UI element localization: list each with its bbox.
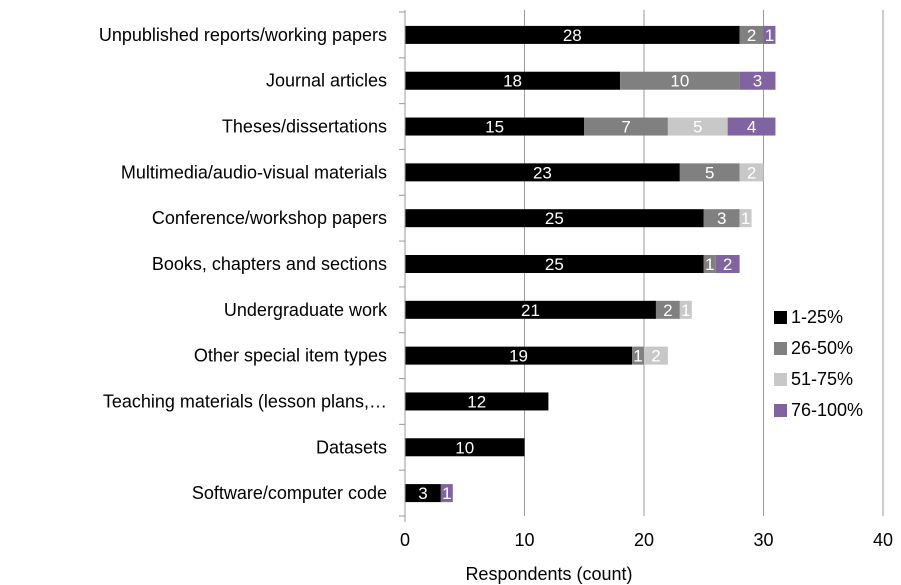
- data-label: 2: [723, 255, 732, 274]
- bar-segment: [679, 300, 692, 319]
- bar-segment: [667, 117, 728, 136]
- x-tick-label: 20: [634, 530, 654, 550]
- data-label: 3: [418, 484, 427, 503]
- legend-swatch: [774, 373, 787, 386]
- bar-segment: [655, 300, 680, 319]
- data-label: 15: [485, 118, 504, 137]
- bar-segment: [739, 71, 776, 90]
- data-label: 10: [670, 72, 689, 91]
- category-label: Datasets: [316, 437, 387, 457]
- bar-segment: [405, 346, 633, 365]
- bars: [405, 25, 776, 503]
- data-label: 12: [467, 392, 486, 411]
- data-label: 19: [509, 347, 528, 366]
- data-label: 2: [747, 163, 756, 182]
- data-label: 1: [705, 255, 714, 274]
- data-label: 1: [765, 26, 774, 45]
- data-label: 18: [503, 72, 522, 91]
- data-label: 2: [747, 26, 756, 45]
- legend-swatch: [774, 404, 787, 417]
- data-label: 1: [741, 209, 750, 228]
- bar-segment: [632, 346, 644, 365]
- axes: [399, 10, 406, 522]
- bar-segment: [763, 25, 776, 44]
- bar-segment: [644, 346, 668, 365]
- labels: 0 10 20 30 40 Unpublished reports/working pap…: [99, 25, 893, 550]
- category-label: Unpublished reports/working papers: [99, 25, 387, 45]
- bar-segment: [405, 209, 704, 228]
- bar-segment: [405, 25, 740, 44]
- data-label: 7: [621, 118, 630, 137]
- x-tick-label: 30: [753, 530, 773, 550]
- bar-segment: [405, 71, 621, 90]
- data-label: 1: [681, 301, 690, 320]
- data-label: 1: [633, 347, 642, 366]
- bar-segment: [739, 25, 764, 44]
- data-label: 1: [442, 484, 451, 503]
- category-label: Other special item types: [194, 346, 387, 366]
- bar-segment: [727, 117, 776, 136]
- legend-label: 76-100%: [791, 400, 863, 420]
- data-label: 10: [455, 438, 474, 457]
- bar-segment: [405, 438, 525, 457]
- data-label: 3: [753, 72, 762, 91]
- bar-segment: [715, 255, 740, 273]
- data-label: 5: [693, 118, 702, 137]
- category-label: Journal articles: [266, 71, 387, 91]
- data-label: 23: [533, 163, 552, 182]
- x-axis-title: Respondents (count): [465, 564, 632, 584]
- bar-segment: [405, 484, 441, 503]
- legend: 1-25% 26-50% 51-75% 76-100%: [774, 307, 863, 420]
- bar-segment: [405, 163, 680, 182]
- category-label: Multimedia/audio-visual materials: [121, 162, 387, 182]
- data-label: 3: [717, 209, 726, 228]
- category-label: Books, chapters and sections: [152, 254, 387, 274]
- bar-segment: [405, 392, 549, 411]
- data-label: 21: [521, 301, 540, 320]
- data-label: 4: [747, 118, 756, 137]
- category-label: Undergraduate work: [224, 300, 388, 320]
- category-label: Software/computer code: [192, 483, 387, 503]
- category-label: Theses/dissertations: [222, 117, 387, 137]
- legend-label: 1-25%: [791, 307, 843, 327]
- x-tick-label: 0: [400, 530, 410, 550]
- data-label: 25: [545, 209, 564, 228]
- category-label: Teaching materials (lesson plans,…: [103, 391, 387, 411]
- bar-segment: [739, 163, 764, 182]
- data-label: 25: [545, 255, 564, 274]
- bar-segment: [703, 209, 740, 228]
- x-tick-label: 40: [873, 530, 893, 550]
- legend-label: 26-50%: [791, 338, 853, 358]
- x-tick-label: 10: [514, 530, 534, 550]
- bar-segment: [440, 484, 453, 503]
- data-label: 2: [651, 347, 660, 366]
- bar-segment: [679, 163, 740, 182]
- bar-segment: [739, 209, 752, 228]
- data-label: 2: [663, 301, 672, 320]
- bar-segment: [405, 255, 704, 273]
- data-label: 28: [563, 26, 582, 45]
- data-label: 5: [705, 163, 714, 182]
- bar-segment: [703, 255, 716, 273]
- legend-swatch: [774, 342, 787, 355]
- legend-label: 51-75%: [791, 369, 853, 389]
- category-label: Conference/workshop papers: [152, 208, 387, 228]
- legend-swatch: [774, 311, 787, 324]
- bar-segment: [620, 71, 740, 90]
- bar-segment: [405, 117, 585, 136]
- bar-segment: [584, 117, 668, 136]
- bar-segment: [405, 300, 656, 319]
